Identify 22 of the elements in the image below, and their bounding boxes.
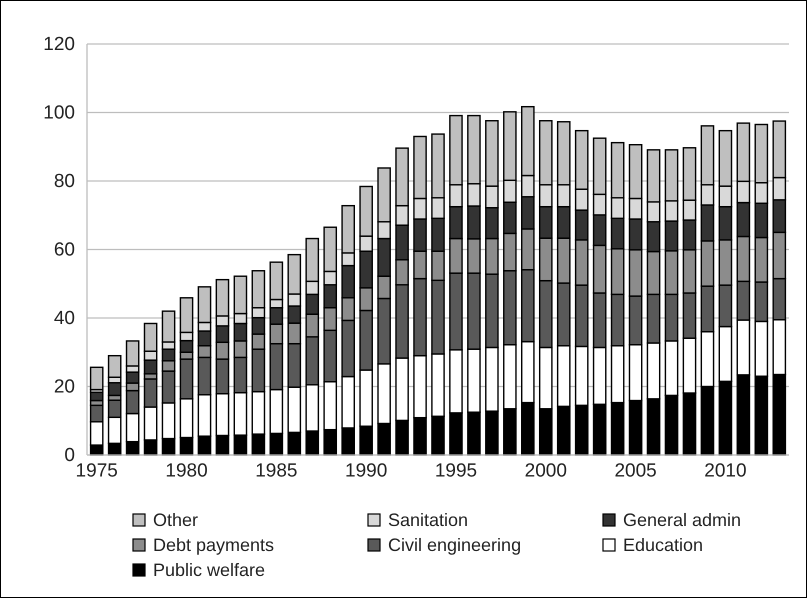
y-tick-label: 60 — [54, 240, 75, 261]
legend-label: General admin — [623, 510, 742, 530]
x-tick-label: 2005 — [614, 460, 657, 482]
y-tick-label: 120 — [43, 34, 75, 56]
y-tick-label: 80 — [54, 171, 75, 192]
y-tick-label: 100 — [43, 102, 75, 124]
legend-label: Sanitation — [388, 510, 468, 530]
legend-label: Education — [623, 535, 704, 555]
x-tick-label: 1995 — [434, 460, 478, 482]
x-tick-label: 1975 — [76, 460, 118, 482]
y-tick-label: 20 — [54, 376, 75, 398]
x-tick-label: 2010 — [704, 460, 747, 482]
x-tick-label: 1980 — [165, 460, 208, 482]
legend-label: Debt payments — [153, 535, 274, 555]
legend-label: Other — [153, 510, 198, 530]
legend-label: Civil engineering — [388, 535, 522, 555]
y-tick-label: 0 — [64, 445, 75, 466]
x-tick-label: 1990 — [345, 460, 388, 482]
x-tick-label: 1985 — [255, 460, 298, 482]
legend-label: Public welfare — [153, 560, 266, 580]
x-tick-label: 2000 — [524, 460, 567, 482]
y-tick-label: 40 — [54, 308, 75, 330]
